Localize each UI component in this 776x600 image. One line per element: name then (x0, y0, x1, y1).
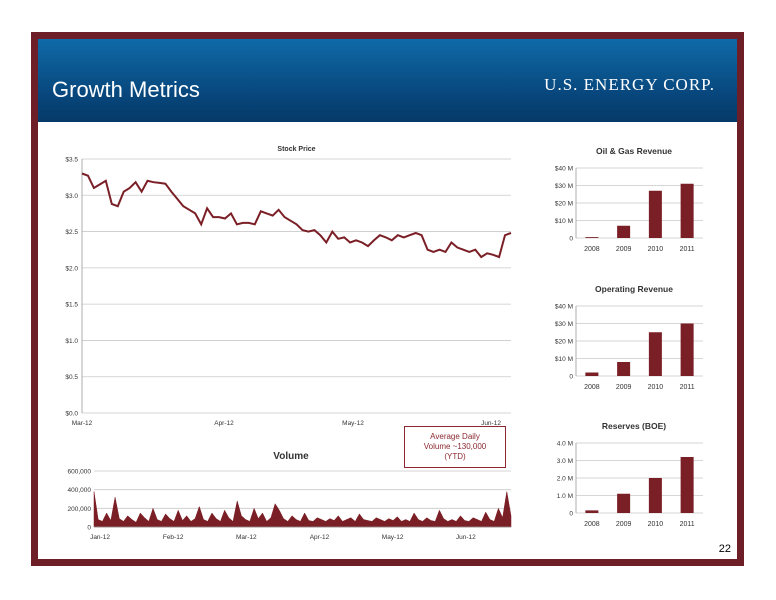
y-tick-label: $2.0 (65, 265, 78, 272)
x-tick-label: Feb-12 (163, 534, 184, 541)
x-tick-label: Jan-12 (90, 534, 110, 541)
y-tick-label: $1.0 (65, 338, 78, 345)
chart-title: Reserves (BOE) (602, 421, 666, 431)
y-tick-label: 1.0 M (557, 493, 573, 500)
bar-2011 (680, 183, 694, 238)
y-tick-label: 0 (569, 374, 573, 381)
y-tick-label: 0 (87, 525, 91, 532)
operating-revenue-chart: Operating Revenue 0 $10 M $20 M $30 M $40 M 20… (528, 280, 728, 402)
y-tick-label: $3.5 (65, 157, 78, 164)
company-logo: U.S. ENERGY CORP. (544, 75, 715, 94)
y-tick-label: $20 M (555, 339, 573, 346)
y-tick-label: $30 M (555, 183, 573, 190)
y-tick-label: 3.0 M (557, 458, 573, 465)
y-tick-label: $20 M (555, 201, 573, 208)
bar-2009 (617, 493, 631, 513)
x-tick-label: 2011 (680, 246, 695, 253)
x-tick-label: May-12 (342, 420, 364, 427)
page-number: 22 (718, 543, 731, 555)
x-tick-label: Apr-12 (310, 534, 330, 541)
stock-price-chart: Stock Price $0.0 $0.5 $1.0 $1.5 $2.0 $2.5 $3.0 $… (46, 141, 516, 431)
y-tick-label: 0 (569, 236, 573, 243)
x-tick-label: Mar-12 (72, 420, 93, 427)
bar-2008 (585, 510, 599, 513)
x-tick-label: 2009 (616, 384, 632, 391)
x-tick-label: 2011 (680, 384, 695, 391)
x-tick-label: Jun-12 (456, 534, 476, 541)
bar-2010 (648, 332, 662, 376)
y-tick-label: $40 M (555, 166, 573, 173)
x-tick-label: 2008 (584, 521, 600, 528)
y-tick-label: $40 M (555, 304, 573, 311)
callout-line: Average Daily (430, 432, 480, 441)
y-tick-label: $2.5 (65, 229, 78, 236)
y-tick-label: $0.0 (65, 411, 78, 418)
slide: Growth Metrics U.S. ENERGY CORP. Stock P… (38, 39, 737, 559)
stock-price-svg: Stock Price $0.0 $0.5 $1.0 $1.5 $2.0 $2.5 $3.0 $… (65, 146, 512, 427)
volume-chart: Volume 0 200,000 400,000 600,000 Jan-12 Feb-12… (46, 439, 516, 549)
y-tick-label: 600,000 (68, 469, 92, 476)
bar-2010 (648, 478, 662, 513)
y-tick-label: 0 (569, 511, 573, 518)
chart-title: Stock Price (277, 146, 315, 153)
chart-title: Oil & Gas Revenue (596, 146, 672, 156)
y-tick-label: $10 M (555, 218, 573, 225)
bar-2009 (617, 362, 631, 376)
slide-frame: Growth Metrics U.S. ENERGY CORP. Stock P… (31, 32, 744, 566)
chart-title: Operating Revenue (595, 284, 673, 294)
y-tick-label: 400,000 (68, 487, 92, 494)
oil-gas-revenue-chart: Oil & Gas Revenue 0 $10 M $20 M $30 M $40 M 20… (528, 142, 728, 264)
bar-2008 (585, 237, 599, 238)
y-tick-label: $0.5 (65, 374, 78, 381)
x-tick-label: Mar-12 (236, 534, 257, 541)
y-tick-label: $3.0 (65, 193, 78, 200)
bar-chart-svg: Reserves (BOE) 0 1.0 M 2.0 M 3.0 M 4.0 M 2008 2… (557, 421, 703, 528)
x-tick-label: Jun-12 (481, 420, 501, 427)
x-tick-label: 2010 (648, 384, 664, 391)
x-tick-label: 2009 (616, 246, 632, 253)
y-tick-label: 200,000 (68, 506, 92, 513)
bar-2010 (648, 190, 662, 238)
volume-svg: Volume 0 200,000 400,000 600,000 Jan-12 Feb-12… (68, 451, 512, 541)
x-tick-label: Apr-12 (214, 420, 234, 427)
callout-line: Volume ~130,000 (423, 442, 487, 451)
reserves-chart: Reserves (BOE) 0 1.0 M 2.0 M 3.0 M 4.0 M 2008 2… (528, 417, 728, 539)
y-tick-label: $1.5 (65, 302, 78, 309)
x-tick-label: 2010 (648, 246, 664, 253)
y-tick-label: 2.0 M (557, 476, 573, 483)
slide-header: Growth Metrics U.S. ENERGY CORP. (38, 39, 737, 122)
x-tick-label: 2008 (584, 246, 600, 253)
y-tick-label: 4.0 M (557, 441, 573, 448)
x-tick-label: 2008 (584, 384, 600, 391)
volume-area (93, 491, 512, 528)
callout-line: (YTD) (444, 452, 466, 461)
x-tick-label: 2011 (680, 521, 695, 528)
x-tick-label: 2010 (648, 521, 664, 528)
x-tick-label: May-12 (382, 534, 404, 541)
bar-2011 (680, 323, 694, 376)
slide-title: Growth Metrics (52, 77, 200, 102)
chart-title: Volume (273, 451, 309, 462)
bar-2011 (680, 457, 694, 513)
bar-2008 (585, 372, 599, 376)
volume-callout: Average Daily Volume ~130,000 (YTD) (404, 426, 506, 468)
y-tick-label: $10 M (555, 356, 573, 363)
stock-price-line (81, 172, 512, 259)
bar-chart-svg: Operating Revenue 0 $10 M $20 M $30 M $40 M 20… (555, 284, 703, 391)
bar-chart-svg: Oil & Gas Revenue 0 $10 M $20 M $30 M $40 M 20… (555, 146, 703, 253)
y-tick-label: $30 M (555, 321, 573, 328)
x-tick-label: 2009 (616, 521, 632, 528)
bar-2009 (617, 225, 631, 238)
